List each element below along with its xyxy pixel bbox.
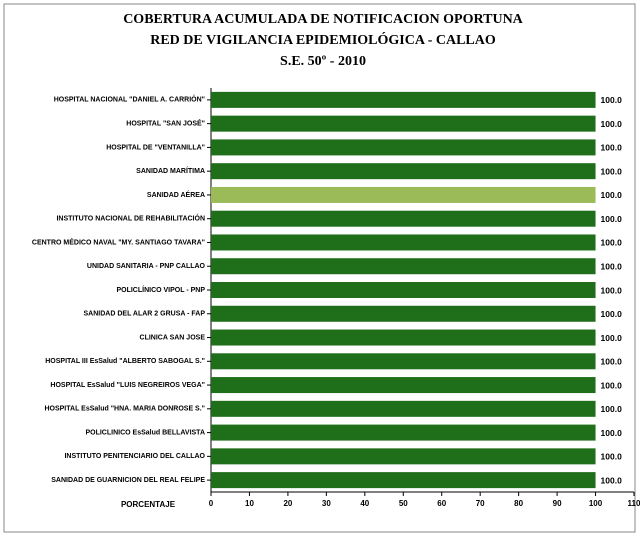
value-label: 100.0 — [601, 190, 623, 200]
value-label: 100.0 — [601, 428, 623, 438]
chart-title: COBERTURA ACUMULADA DE NOTIFICACION OPOR… — [123, 12, 523, 27]
bar — [211, 448, 596, 465]
value-label: 100.0 — [601, 475, 623, 485]
value-label: 100.0 — [601, 285, 623, 295]
y-tick-label: SANIDAD AÉREA — [147, 190, 205, 199]
x-tick-label: 70 — [476, 499, 485, 508]
chart-title: RED DE VIGILANCIA EPIDEMIOLÓGICA - CALLA… — [150, 31, 496, 48]
x-tick-label: 100 — [589, 499, 603, 508]
y-tick-label: HOSPITAL EsSalud "HNA. MARIA DONROSE S." — [44, 406, 205, 413]
value-label: 100.0 — [601, 357, 623, 367]
bar — [211, 400, 596, 417]
value-label: 100.0 — [601, 452, 623, 462]
chart-title: S.E. 50º - 2010 — [280, 54, 366, 69]
y-tick-label: POLICLINICO EsSalud BELLAVISTA — [85, 429, 205, 436]
y-tick-label: SANIDAD MARÍTIMA — [136, 166, 205, 175]
bar — [211, 163, 596, 180]
value-label: 100.0 — [601, 261, 623, 271]
y-tick-label: CLINICA SAN JOSE — [140, 334, 206, 341]
value-label: 100.0 — [601, 404, 623, 414]
y-tick-label: CENTRO MÉDICO NAVAL "MY. SANTIAGO TAVARA… — [32, 237, 205, 246]
bar — [211, 353, 596, 370]
y-tick-label: SANIDAD DEL ALAR 2 GRUSA - FAP — [84, 311, 206, 318]
value-label: 100.0 — [601, 333, 623, 343]
bar — [211, 210, 596, 227]
y-tick-label: UNIDAD SANITARIA - PNP CALLAO — [87, 263, 206, 270]
x-tick-label: 0 — [209, 499, 214, 508]
x-tick-label: 90 — [553, 499, 562, 508]
bar — [211, 377, 596, 394]
x-tick-label: 80 — [514, 499, 523, 508]
bar — [211, 258, 596, 275]
y-tick-label: INSTITUTO NACIONAL DE REHABILITACIÓN — [56, 214, 205, 223]
bar — [211, 139, 596, 156]
bar — [211, 186, 596, 203]
value-label: 100.0 — [601, 238, 623, 248]
value-label: 100.0 — [601, 119, 623, 129]
x-tick-label: 50 — [399, 499, 408, 508]
bar — [211, 115, 596, 132]
bar — [211, 282, 596, 298]
x-tick-label: 10 — [245, 499, 254, 508]
y-tick-label: HOSPITAL DE "VENTANILLA" — [106, 144, 205, 151]
y-tick-label: INSTITUTO PENITENCIARIO DEL CALLAO — [64, 453, 205, 460]
bar — [211, 424, 596, 441]
value-label: 100.0 — [601, 380, 623, 390]
value-label: 100.0 — [601, 309, 623, 319]
value-label: 100.0 — [601, 214, 623, 224]
x-tick-label: 40 — [360, 499, 369, 508]
y-tick-label: HOSPITAL "SAN JOSÉ" — [126, 118, 205, 127]
bar — [211, 234, 596, 251]
y-tick-label: HOSPITAL EsSalud "LUIS NEGREIROS VEGA" — [50, 382, 205, 389]
bar — [211, 472, 596, 489]
x-axis-label: PORCENTAJE — [121, 500, 176, 509]
y-tick-label: POLICLÍNICO VIPOL - PNP — [116, 285, 205, 294]
y-tick-label: HOSPITAL III EsSalud "ALBERTO SABOGAL S.… — [45, 358, 205, 365]
bar — [211, 329, 596, 346]
x-tick-label: 60 — [437, 499, 446, 508]
x-tick-label: 20 — [283, 499, 292, 508]
y-tick-label: SANIDAD DE GUARNICION DEL REAL FELIPE — [51, 477, 205, 484]
value-label: 100.0 — [601, 166, 623, 176]
bar — [211, 91, 596, 108]
value-label: 100.0 — [601, 95, 623, 105]
x-tick-label: 110 — [628, 499, 640, 508]
bar — [211, 305, 596, 322]
y-tick-label: HOSPITAL NACIONAL "DANIEL A. CARRIÓN" — [54, 95, 205, 104]
x-tick-label: 30 — [322, 499, 331, 508]
value-label: 100.0 — [601, 143, 623, 153]
